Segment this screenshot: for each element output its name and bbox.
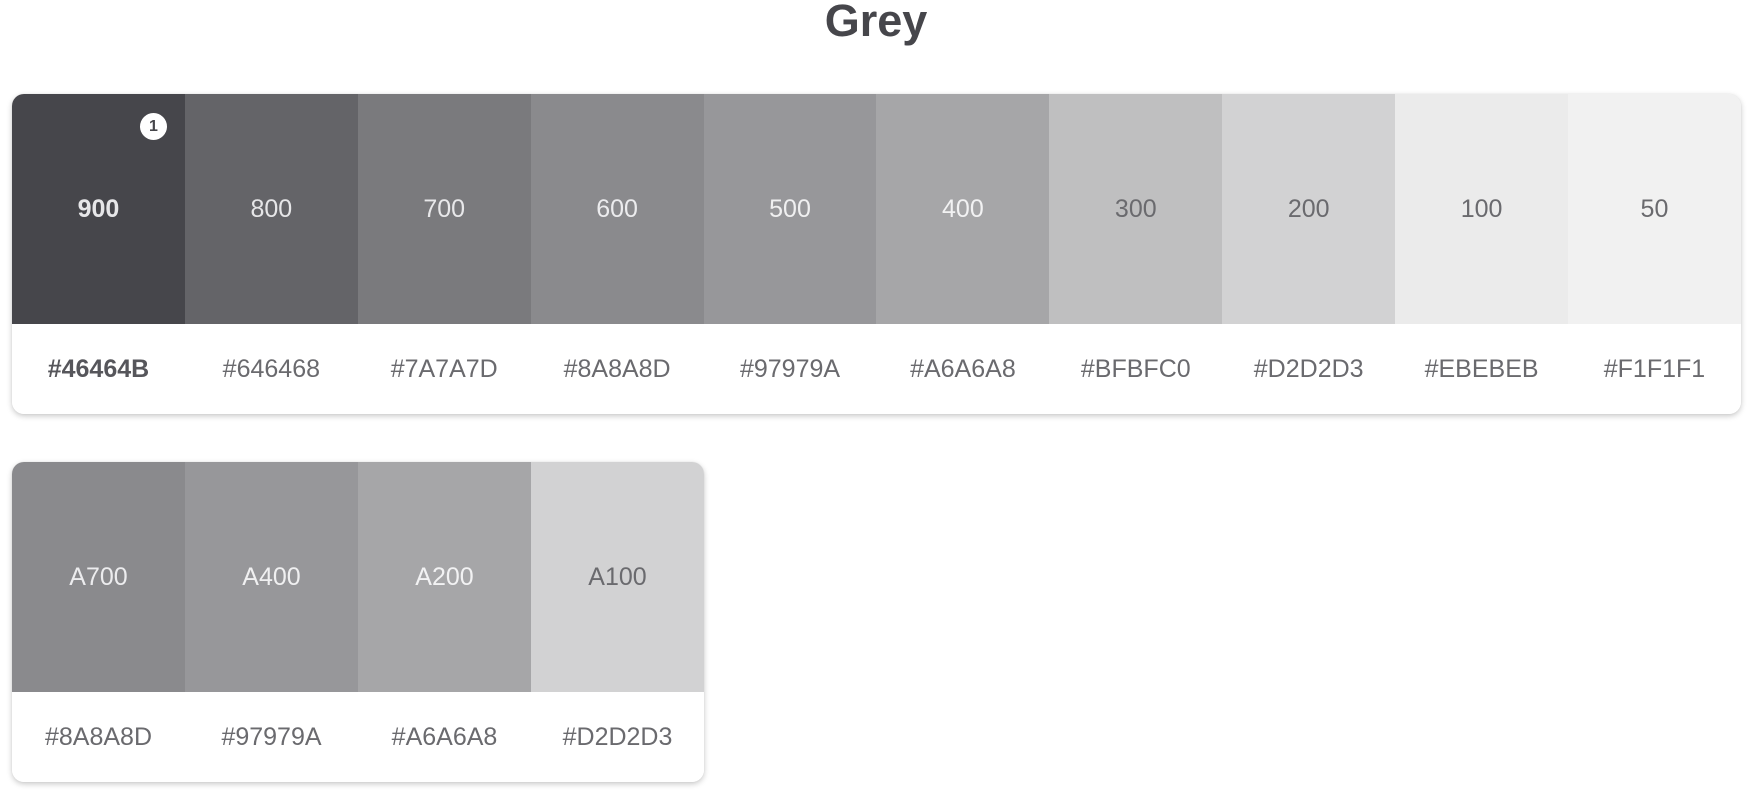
swatch-color-block: A200: [358, 462, 531, 692]
swatch-100[interactable]: 100 #EBEBEB: [1395, 94, 1569, 414]
swatch-hex-code: #BFBFC0: [1049, 324, 1223, 414]
swatch-50[interactable]: 50 #F1F1F1: [1568, 94, 1741, 414]
swatch-hex-code: #646468: [184, 324, 358, 414]
swatch-a700[interactable]: A700 #8A8A8D: [12, 462, 185, 782]
swatch-color-block: 300: [1049, 94, 1223, 324]
swatch-color-block: 900 1: [12, 94, 185, 324]
swatch-color-block: 800: [184, 94, 358, 324]
swatch-hex-code: #8A8A8D: [530, 324, 704, 414]
selection-badge: 1: [139, 113, 167, 140]
swatch-color-block: 700: [357, 94, 531, 324]
swatch-shade-label: 800: [250, 194, 293, 223]
swatch-hex-code: #46464B: [12, 324, 185, 414]
primary-palette-card: 900 1 #46464B 800 #646468 700 #7A7A7D 600 #8A8A8…: [12, 94, 1741, 414]
swatch-shade-label: 200: [1287, 194, 1330, 223]
swatch-hex-code: #8A8A8D: [12, 692, 185, 782]
swatch-shade-label: 600: [596, 194, 638, 223]
swatch-a400[interactable]: A400 #97979A: [185, 462, 358, 782]
accent-palette-card: A700 #8A8A8D A400 #97979A A200 #A6A6A8 A100 #D2…: [12, 462, 704, 782]
swatch-a200[interactable]: A200 #A6A6A8: [358, 462, 531, 782]
swatch-shade-label: 500: [769, 194, 811, 223]
swatch-hex-code: #A6A6A8: [358, 692, 531, 782]
swatch-shade-label: 50: [1640, 194, 1669, 223]
swatch-color-block: 100: [1395, 94, 1569, 324]
swatch-shade-label: 900: [77, 194, 120, 223]
swatch-500[interactable]: 500 #97979A: [703, 94, 877, 414]
swatch-color-block: A700: [12, 462, 185, 692]
swatch-shade-label: A200: [415, 562, 474, 591]
swatch-color-block: A100: [531, 462, 704, 692]
swatch-hex-code: #A6A6A8: [876, 324, 1050, 414]
page-title: Grey: [824, 0, 928, 46]
swatch-a100[interactable]: A100 #D2D2D3: [531, 462, 704, 782]
swatch-color-block: 400: [876, 94, 1050, 324]
swatch-900[interactable]: 900 1 #46464B: [12, 94, 185, 414]
swatch-color-block: 200: [1222, 94, 1396, 324]
swatch-color-block: A400: [185, 462, 358, 692]
swatch-600[interactable]: 600 #8A8A8D: [530, 94, 704, 414]
swatch-200[interactable]: 200 #D2D2D3: [1222, 94, 1396, 414]
swatch-hex-code: #7A7A7D: [357, 324, 531, 414]
swatch-hex-code: #D2D2D3: [1222, 324, 1396, 414]
swatch-shade-label: 300: [1114, 194, 1157, 223]
swatch-hex-code: #F1F1F1: [1568, 324, 1741, 414]
swatch-color-block: 500: [703, 94, 877, 324]
swatch-shade-label: 700: [423, 194, 466, 223]
swatch-hex-code: #97979A: [703, 324, 877, 414]
swatch-color-block: 600: [530, 94, 704, 324]
swatch-hex-code: #97979A: [185, 692, 358, 782]
swatch-800[interactable]: 800 #646468: [184, 94, 358, 414]
swatch-400[interactable]: 400 #A6A6A8: [876, 94, 1050, 414]
swatch-hex-code: #D2D2D3: [531, 692, 704, 782]
swatch-shade-label: A400: [242, 562, 301, 591]
swatch-300[interactable]: 300 #BFBFC0: [1049, 94, 1223, 414]
swatch-shade-label: A700: [69, 562, 128, 591]
swatch-hex-code: #EBEBEB: [1395, 324, 1569, 414]
swatch-shade-label: A100: [588, 562, 647, 591]
swatch-700[interactable]: 700 #7A7A7D: [357, 94, 531, 414]
swatch-shade-label: 100: [1460, 194, 1503, 223]
swatch-color-block: 50: [1568, 94, 1741, 324]
swatch-shade-label: 400: [942, 194, 984, 223]
